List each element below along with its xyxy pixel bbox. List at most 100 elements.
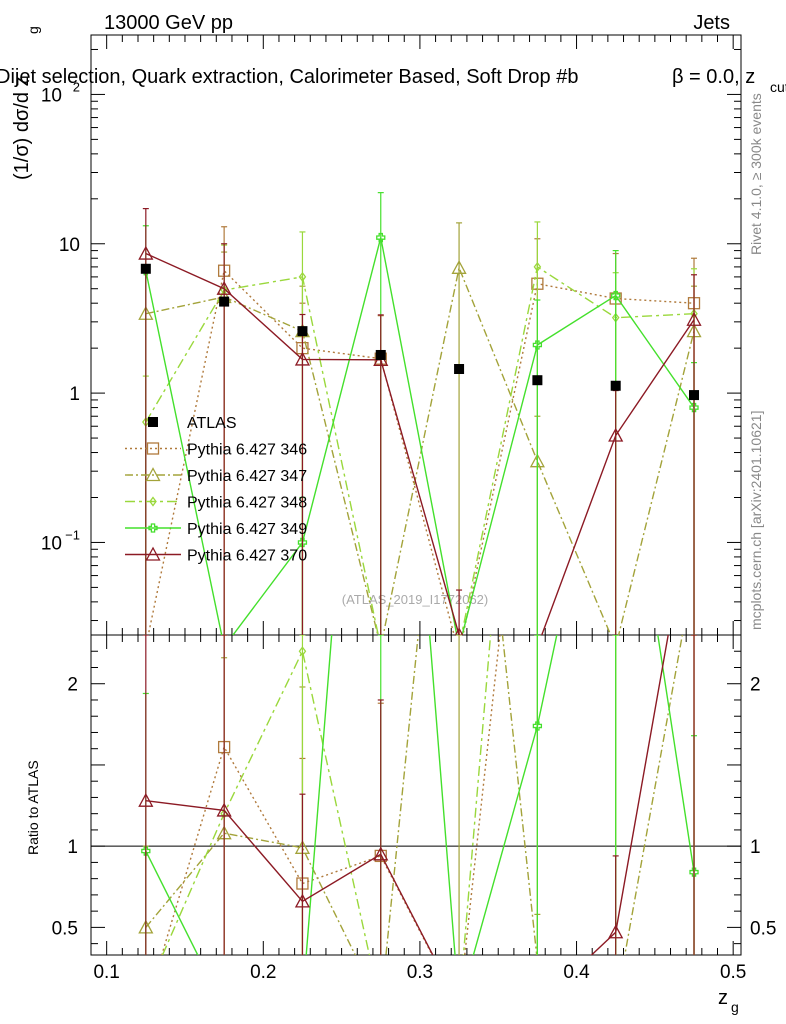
series-370-ratio-marker [138,792,154,807]
series-349-marker [611,290,621,301]
series-347-ratio-marker [609,999,622,1011]
series-370-ratio-marker [453,999,466,1011]
legend-atlas-label: ATLAS [187,415,237,432]
series-370-ratio-marker [216,802,232,817]
series-370-ratio-marker [373,846,389,861]
y-tick-label: 10 [41,533,62,554]
plot-title-beta: β = 0.0, z [672,66,755,88]
legend-346-marker [146,442,160,455]
legend-347-marker [145,467,161,482]
series-346-ratio-marker [454,1001,465,1012]
series-346-line [147,269,695,635]
series-370-marker [454,627,464,635]
series-370-marker [294,351,311,366]
series-349-ratio-line [145,635,695,955]
series-349-ratio-marker [298,998,306,1006]
atlas-data-point [454,364,465,375]
legend-370-label: Pythia 6.427 370 [187,548,307,565]
series-ratio-group [138,14,699,1014]
legend-349-marker [148,523,158,533]
series-347-ratio-line [145,635,684,955]
series-370-marker [686,311,702,326]
series-348-ratio-marker [143,989,149,997]
x-tick-label: 0.1 [93,962,119,983]
mcplots-label: mcplots.cern.ch [arXiv:2401.10621] [748,411,764,630]
series-349-ratio-marker [220,1004,228,1012]
x-axis-label: z [718,987,728,1009]
series-347-ratio-marker [374,1000,387,1012]
plot-title-main: Dijet selection, Quark extraction, Calor… [0,66,578,88]
y-tick-label: 10 [41,85,62,106]
x-tick-label: 0.4 [563,962,590,983]
x-axis-label-sub: g [731,999,739,1015]
series-349-marker [532,340,543,350]
series-370-ratio-marker [294,893,311,908]
series-349-line [145,237,695,635]
atlas-data-group [140,263,700,401]
y-tick-label: 1 [69,384,80,405]
legend-346-label: Pythia 6.427 346 [187,442,307,459]
atlas-data-point [689,390,700,401]
plot-title-sub: cut [770,79,786,95]
ratio-tick-label-right: 1 [750,837,761,858]
series-370-ratio-marker [608,924,624,939]
header-energy: 13000 GeV pp [104,12,233,34]
legend-348-label: Pythia 6.427 348 [187,495,307,512]
atlas-data-point [140,263,151,274]
series-348-ratio-marker [456,1002,462,1010]
series-346-ratio-line [161,635,501,955]
series-349-marker [689,402,699,413]
rivet-version-label: Rivet 4.1.0, ≥ 300k events [748,93,764,255]
legend-347-label: Pythia 6.427 347 [187,468,307,485]
y-axis-label-text: (1/σ) dσ/d z [11,76,33,180]
plot-title-beta-text: β = 0.0, z [672,66,755,88]
series-370-ratio-marker [531,1000,544,1012]
series-348-line [145,265,695,635]
series-370-marker [216,280,232,295]
series-349-marker [376,232,386,243]
analysis-watermark: (ATLAS_2019_I1772062) [342,592,488,607]
series-347-ratio-marker [536,953,539,955]
series-370-marker [138,245,154,260]
series-347-marker [451,259,467,274]
ratio-plot-frame [90,634,742,956]
plot-title: Dijet selection, Quark extraction, Calor… [0,66,578,88]
series-349-ratio-marker [689,867,699,877]
legend-370-marker [145,546,161,561]
series-349-ratio-marker [377,14,385,22]
atlas-data-point [610,380,621,391]
ratio-tick-label-right: 0.5 [750,918,776,939]
x-tick-label: 0.3 [407,962,433,983]
y-tick-exponent: −1 [65,527,80,542]
series-370-ratio-line [145,635,669,955]
series-348-marker [533,261,542,272]
series-370-line [145,252,695,635]
series-main-group [138,192,702,635]
x-tick-label: 0.5 [720,962,746,983]
series-349-ratio-marker [455,1002,463,1010]
x-tick-label: 0.2 [250,962,276,983]
atlas-data-point [219,296,230,307]
series-348-ratio-marker [378,1003,384,1011]
legend: ATLAS Pythia 6.427 346 Pythia 6.427 347 Pyt… [125,415,307,565]
legend-atlas-marker [148,417,158,427]
series-347-line [145,265,695,635]
y-tick-label: 10 [59,235,80,256]
atlas-data-point [375,349,386,360]
atlas-data-point [297,326,308,337]
ratio-tick-label-left: 1 [67,837,78,858]
header-jets: Jets [693,12,730,34]
legend-348-marker [149,496,157,507]
legend-349-label: Pythia 6.427 349 [187,521,307,538]
ratio-tick-label-left: 0.5 [52,918,78,939]
series-349-ratio-marker [141,846,151,856]
series-348-ratio-line [161,635,492,955]
series-348-ratio-marker [298,646,307,657]
y-tick-exponent: 2 [73,79,80,94]
ratio-tick-label-left: 2 [67,675,78,696]
y-axis-label: (1/σ) dσ/d z g [11,26,41,180]
series-348-marker [298,271,307,282]
series-346-ratio-marker [140,1003,151,1014]
ratio-y-axis-label: Ratio to ATLAS [25,760,41,855]
